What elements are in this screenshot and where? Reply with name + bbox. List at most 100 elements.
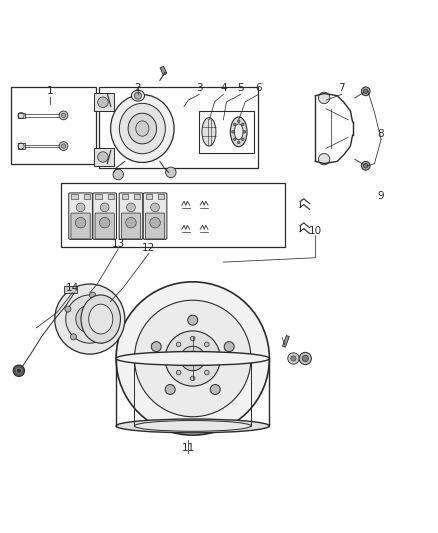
Circle shape — [302, 356, 308, 361]
Circle shape — [13, 365, 25, 376]
Circle shape — [237, 120, 240, 123]
Circle shape — [188, 315, 198, 325]
Circle shape — [166, 167, 176, 177]
Text: 5: 5 — [237, 84, 244, 93]
Circle shape — [99, 217, 110, 228]
Ellipse shape — [230, 117, 247, 147]
Circle shape — [89, 292, 95, 298]
Bar — [95, 194, 102, 199]
FancyBboxPatch shape — [95, 213, 114, 239]
Text: 6: 6 — [255, 84, 262, 93]
Circle shape — [224, 342, 234, 352]
Circle shape — [113, 169, 124, 180]
FancyBboxPatch shape — [121, 213, 141, 239]
Bar — [18, 143, 25, 149]
FancyBboxPatch shape — [71, 213, 90, 239]
Circle shape — [241, 123, 244, 126]
FancyBboxPatch shape — [69, 193, 92, 239]
Circle shape — [116, 282, 269, 435]
Circle shape — [205, 370, 209, 375]
Circle shape — [233, 138, 236, 141]
Text: 7: 7 — [338, 84, 345, 93]
Circle shape — [61, 144, 66, 148]
Text: 9: 9 — [378, 191, 385, 201]
Ellipse shape — [116, 352, 269, 366]
Circle shape — [232, 131, 234, 133]
Ellipse shape — [119, 103, 166, 154]
Ellipse shape — [234, 124, 243, 140]
Bar — [158, 194, 164, 199]
Bar — [18, 113, 25, 118]
Circle shape — [151, 203, 159, 212]
Circle shape — [110, 311, 117, 317]
Circle shape — [151, 342, 161, 352]
Circle shape — [98, 152, 108, 162]
Circle shape — [170, 356, 175, 361]
Bar — [11, 87, 96, 164]
Bar — [122, 194, 128, 199]
Circle shape — [76, 305, 104, 333]
Bar — [61, 183, 285, 247]
Circle shape — [16, 368, 21, 374]
Circle shape — [75, 217, 86, 228]
Text: 12: 12 — [142, 244, 155, 253]
Ellipse shape — [131, 90, 145, 101]
Circle shape — [150, 217, 160, 228]
FancyBboxPatch shape — [93, 193, 117, 239]
FancyBboxPatch shape — [119, 193, 143, 239]
Text: 13: 13 — [112, 239, 125, 249]
Circle shape — [237, 141, 240, 143]
Circle shape — [76, 203, 85, 212]
Circle shape — [71, 334, 77, 340]
Circle shape — [205, 342, 209, 346]
Circle shape — [126, 217, 136, 228]
Circle shape — [177, 370, 181, 375]
Text: 2: 2 — [134, 84, 141, 93]
Circle shape — [361, 161, 370, 170]
Circle shape — [98, 97, 108, 108]
Circle shape — [191, 376, 195, 381]
Ellipse shape — [202, 118, 216, 146]
Circle shape — [364, 164, 368, 168]
Text: 8: 8 — [378, 130, 385, 140]
Circle shape — [210, 384, 220, 394]
Ellipse shape — [128, 113, 157, 144]
Circle shape — [191, 336, 195, 341]
Ellipse shape — [116, 419, 269, 433]
Bar — [84, 194, 90, 199]
Circle shape — [177, 342, 181, 346]
Circle shape — [134, 300, 251, 417]
Circle shape — [127, 203, 135, 212]
Circle shape — [318, 154, 330, 165]
Text: 3: 3 — [196, 84, 203, 93]
Circle shape — [180, 346, 205, 371]
Ellipse shape — [134, 421, 251, 431]
Text: 10: 10 — [309, 226, 322, 236]
Circle shape — [84, 313, 96, 325]
Bar — [108, 194, 114, 199]
Text: 14: 14 — [66, 283, 79, 293]
Bar — [146, 194, 152, 199]
Circle shape — [66, 295, 114, 343]
Circle shape — [243, 131, 246, 133]
Bar — [99, 87, 258, 168]
Circle shape — [233, 123, 236, 126]
Ellipse shape — [136, 121, 149, 136]
Circle shape — [61, 113, 66, 118]
FancyBboxPatch shape — [143, 193, 167, 239]
Circle shape — [134, 92, 141, 99]
Circle shape — [299, 352, 311, 365]
Circle shape — [364, 89, 368, 93]
Bar — [64, 286, 77, 293]
Text: 11: 11 — [182, 442, 195, 453]
Circle shape — [291, 356, 296, 361]
Circle shape — [99, 337, 105, 343]
FancyBboxPatch shape — [145, 213, 165, 239]
Circle shape — [318, 92, 330, 103]
Ellipse shape — [81, 295, 120, 343]
Text: 4: 4 — [220, 84, 227, 93]
Circle shape — [241, 138, 244, 141]
Bar — [71, 194, 78, 199]
Bar — [94, 148, 114, 166]
Circle shape — [65, 306, 71, 312]
